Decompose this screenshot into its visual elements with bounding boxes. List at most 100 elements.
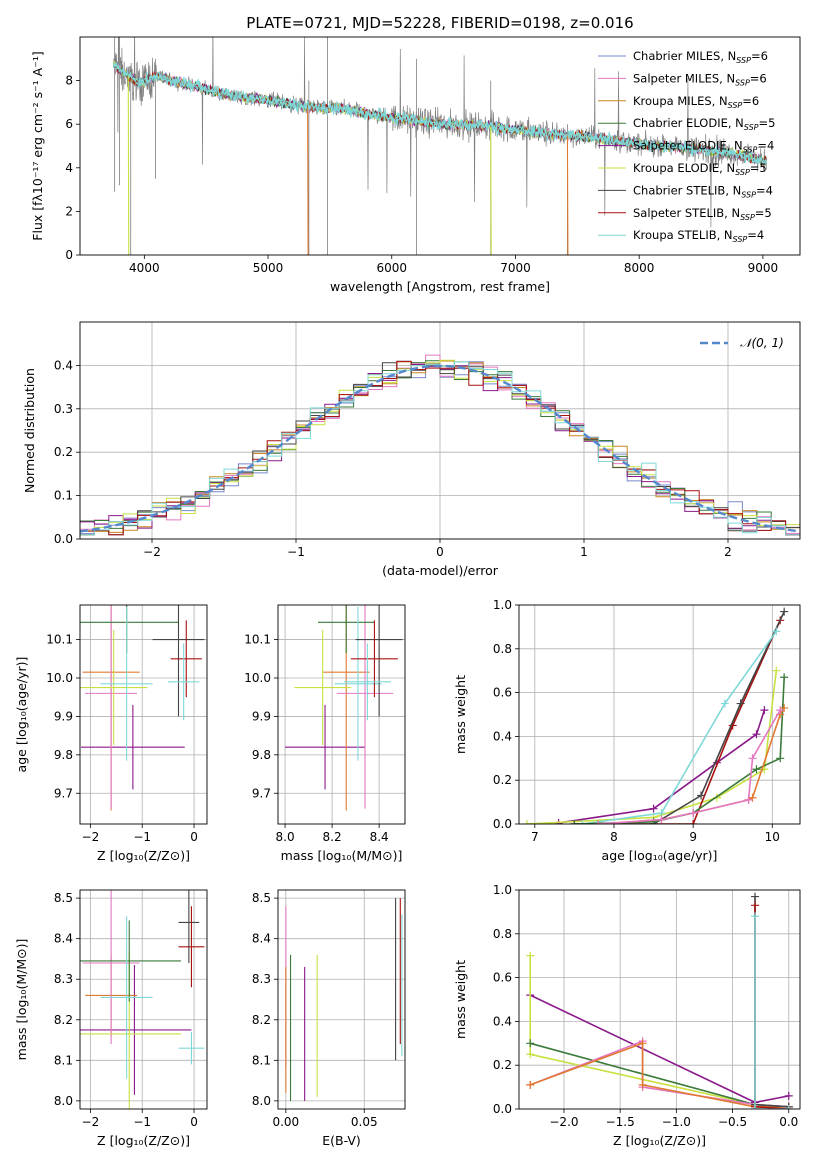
weight-marker	[689, 809, 698, 818]
x-tick-label: −2.0	[549, 1115, 578, 1129]
x-tick-label: 7000	[500, 261, 531, 275]
plot-area	[80, 354, 800, 536]
y-tick-label: 0.6	[493, 686, 512, 700]
axes-frame	[79, 36, 801, 256]
legend-label: Chabrier MILES, NSSP=6	[633, 49, 768, 65]
x-tick-label: 9000	[748, 261, 779, 275]
y-tick-label: 6	[65, 117, 73, 131]
x-axis-label: Z [log₁₀(Z/Z⊙)]	[97, 848, 190, 863]
x-tick-label: 0	[190, 1115, 198, 1129]
x-tick-label: −2	[82, 830, 100, 844]
weight-marker	[780, 607, 789, 616]
legend: Chabrier MILES, NSSP=6 Salpeter MILES, NS…	[598, 49, 775, 244]
weight-marker	[570, 820, 579, 824]
weight-marker	[751, 1105, 760, 1109]
axes-frame	[79, 889, 208, 1110]
weight-marker	[776, 706, 785, 715]
weight-marker	[657, 815, 666, 824]
x-tick-label: 5000	[253, 261, 284, 275]
weight-line-chabrier-elodie	[574, 677, 785, 824]
weight-marker	[772, 627, 781, 636]
axes-frame	[277, 604, 406, 825]
x-tick-label: 8.2	[323, 830, 342, 844]
weight-marker	[748, 754, 757, 763]
y-tick-label: 10.1	[244, 633, 271, 647]
plot-area	[526, 892, 793, 1109]
y-axis-label: mass weight	[453, 675, 468, 754]
legend-label: Salpeter ELODIE, NSSP=4	[633, 139, 774, 155]
y-tick-label: 2	[65, 204, 73, 218]
weight-marker	[649, 804, 658, 813]
y-tick-label: 0.4	[493, 1014, 512, 1028]
y-axis-label: mass weight	[453, 960, 468, 1039]
weight-marker	[752, 730, 761, 739]
x-tick-label: −1	[287, 545, 305, 559]
x-tick-label: 8000	[624, 261, 655, 275]
y-tick-label: 9.7	[252, 786, 271, 800]
y-tick-label: 4	[65, 161, 73, 175]
y-tick-label: 8.5	[252, 891, 271, 905]
x-axis-label: Z [log₁₀(Z/Z⊙)]	[97, 1133, 190, 1148]
panel-age-vs-Z: −2 −1 0 9.7 9.8 9.9 10.0 10.1 Z [log₁₀(Z/Z⊙)] age…	[14, 604, 208, 863]
x-tick-label: 0.00	[272, 1115, 299, 1129]
y-axis-label: mass [log₁₀(M/M⊙)]	[14, 939, 29, 1061]
weight-marker	[751, 912, 760, 921]
y-tick-label: 8.5	[54, 891, 73, 905]
weight-marker	[720, 699, 729, 708]
x-tick-label: 8	[610, 830, 618, 844]
x-axis-label: E(B-V)	[322, 1133, 361, 1148]
panel-residuals: −2 −1 0 1 2 0.0 0.1 0.2 0.3 0.4 (data-model)/error…	[22, 321, 801, 578]
y-tick-label: 10.0	[46, 671, 73, 685]
y-axis-label: Flux [fλ10⁻¹⁷ erg cm⁻² s⁻¹ A⁻¹]	[30, 51, 45, 240]
weight-marker	[638, 1039, 647, 1048]
panel-weight-vs-age: 7 8 9 10 0.0 0.2 0.4 0.6 0.8 1.0 age [log₁₀(age/yr…	[453, 598, 801, 863]
panel-weight-vs-Z: −2.0 −1.5 −1.0 −0.5 0.0 0.0 0.2 0.4 0.6 0.8 1.0 Z […	[453, 883, 801, 1148]
y-tick-label: 0.4	[493, 729, 512, 743]
x-tick-label: −1	[133, 1115, 151, 1129]
x-tick-label: −1	[133, 830, 151, 844]
weight-marker	[526, 1039, 535, 1048]
weight-marker	[780, 673, 789, 682]
legend-label: Kroupa STELIB, NSSP=4	[633, 228, 764, 244]
histogram-chabrier-elodie	[80, 360, 800, 536]
y-axis-label: Normed distribution	[22, 368, 37, 493]
weight-marker	[752, 765, 761, 774]
panel-age-vs-mass: 8.0 8.2 8.4 9.7 9.8 9.9 10.0 10.1 mass [log₁₀(M/…	[244, 604, 406, 863]
weight-marker	[649, 817, 658, 824]
axes-frame	[518, 889, 801, 1110]
x-axis-label: wavelength [Angstrom, rest frame]	[330, 279, 550, 294]
x-tick-label: 0	[190, 830, 198, 844]
x-tick-label: 7	[531, 830, 539, 844]
y-tick-label: 0	[65, 248, 73, 262]
x-tick-label: −1.0	[662, 1115, 691, 1129]
plot-area	[285, 898, 403, 1101]
weight-marker	[638, 1080, 647, 1089]
y-tick-label: 1.0	[493, 598, 512, 612]
legend-label: Kroupa ELODIE, NSSP=5	[633, 161, 767, 177]
weight-marker	[751, 901, 760, 910]
y-tick-label: 8	[65, 74, 73, 88]
weight-line-salpeter-stelib	[574, 619, 781, 824]
plot-area	[522, 607, 789, 824]
weight-marker	[578, 820, 587, 824]
gaussian-curve	[80, 364, 800, 533]
y-tick-label: 8.4	[54, 932, 73, 946]
plot-area	[112, 37, 768, 255]
y-tick-label: 0.8	[493, 927, 512, 941]
y-tick-label: 10.1	[46, 633, 73, 647]
y-tick-label: 8.3	[252, 972, 271, 986]
y-tick-label: 9.8	[54, 748, 73, 762]
legend-label: Kroupa MILES, NSSP=6	[633, 94, 759, 110]
weight-marker	[776, 754, 785, 763]
x-tick-label: 0	[436, 545, 444, 559]
x-tick-label: −2	[82, 1115, 100, 1129]
x-tick-label: 4000	[129, 261, 160, 275]
x-axis-label: mass [log₁₀(M/M⊙)]	[281, 848, 403, 863]
legend-label: Salpeter STELIB, NSSP=5	[633, 206, 772, 222]
y-tick-label: 9.9	[54, 709, 73, 723]
plot-area	[285, 605, 403, 811]
weight-marker	[526, 951, 535, 960]
x-tick-label: 0.0	[779, 1115, 798, 1129]
x-tick-label: −0.5	[718, 1115, 747, 1129]
